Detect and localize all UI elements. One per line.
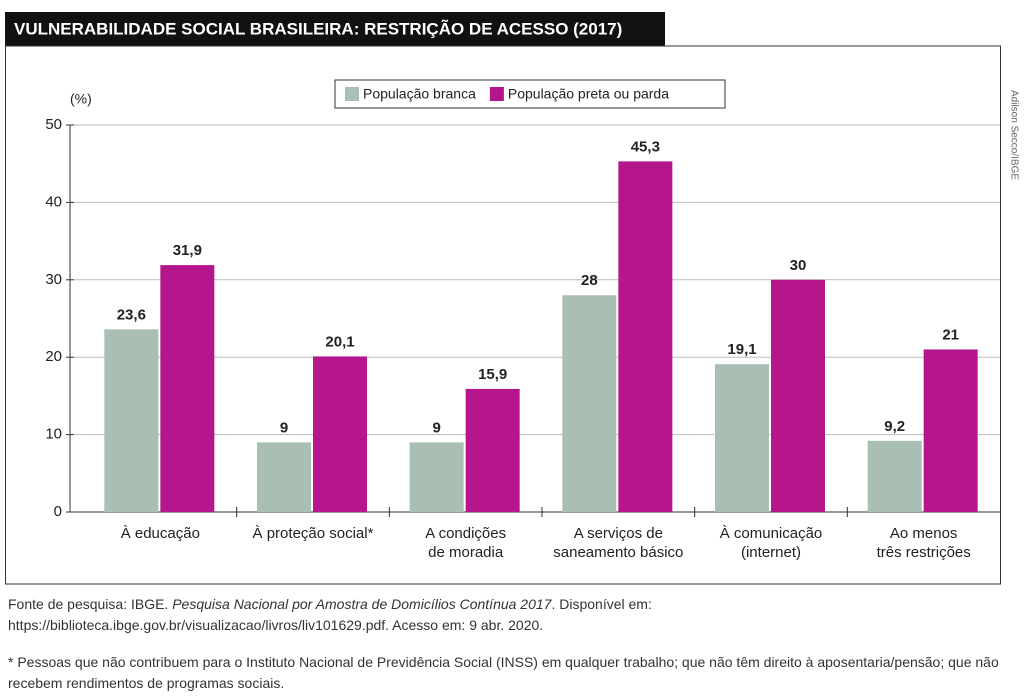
bar — [867, 440, 922, 512]
chart-title: VULNERABILIDADE SOCIAL BRASILEIRA: RESTR… — [14, 18, 622, 38]
x-tick-label: À educação — [121, 525, 200, 542]
bar — [257, 442, 311, 512]
value-label: 30 — [790, 257, 807, 274]
bar — [923, 349, 978, 512]
y-tick-label: 50 — [45, 116, 62, 133]
bar — [160, 265, 215, 512]
bar — [618, 161, 673, 513]
value-label: 23,6 — [117, 306, 146, 323]
value-label: 31,9 — [173, 242, 202, 259]
legend — [334, 79, 726, 109]
value-label: 9 — [280, 419, 288, 436]
source: Fonte de pesquisa: IBGE. Pesquisa Nacion… — [8, 594, 1008, 636]
x-tick-label: À proteção social* — [253, 525, 374, 542]
bar — [104, 329, 159, 512]
legend-label: População preta ou parda — [508, 86, 669, 102]
bar — [465, 388, 520, 512]
value-label: 28 — [581, 272, 598, 289]
bar — [771, 279, 825, 512]
title-bar — [5, 12, 665, 46]
y-tick-label: 0 — [54, 503, 62, 520]
footnote: * Pessoas que não contribuem para o Inst… — [8, 654, 999, 691]
legend-swatch — [489, 87, 504, 101]
bar — [562, 295, 617, 512]
legend-swatch — [345, 87, 359, 101]
bar — [313, 356, 367, 512]
y-tick-label: 10 — [45, 426, 62, 443]
x-tick-label: À comunicação (internet) — [720, 525, 823, 561]
value-label: 19,1 — [727, 341, 756, 358]
value-label: 45,3 — [631, 138, 660, 155]
credit: Adilson Secco/IBGE — [1008, 90, 1019, 180]
x-tick-label: Ao menos três restrições — [877, 525, 971, 561]
legend-label: População branca — [363, 86, 476, 102]
value-label: 9,2 — [884, 418, 905, 435]
y-tick-label: 20 — [45, 348, 62, 365]
y-tick-label: 40 — [45, 193, 62, 210]
value-label: 9 — [432, 419, 440, 436]
bar — [409, 442, 464, 512]
value-label: 20,1 — [325, 333, 354, 350]
source-suffix: . Disponível em: https://biblioteca.ibge… — [8, 596, 652, 633]
source-title: Pesquisa Nacional por Amostra de Domicíl… — [172, 596, 552, 612]
bar — [715, 364, 769, 512]
x-tick-label: A condições de moradia — [425, 525, 506, 561]
y-tick-label: 30 — [45, 271, 62, 288]
value-label: 21 — [942, 326, 959, 343]
chart-frame — [5, 45, 1001, 585]
chart: VULNERABILIDADE SOCIAL BRASILEIRA: RESTR… — [5, 12, 1019, 585]
y-axis-label: (%) — [70, 91, 92, 107]
value-label: 15,9 — [478, 366, 507, 383]
x-tick-label: A serviços de saneamento básico — [553, 525, 683, 561]
source-prefix: Fonte de pesquisa: IBGE. — [8, 596, 173, 612]
